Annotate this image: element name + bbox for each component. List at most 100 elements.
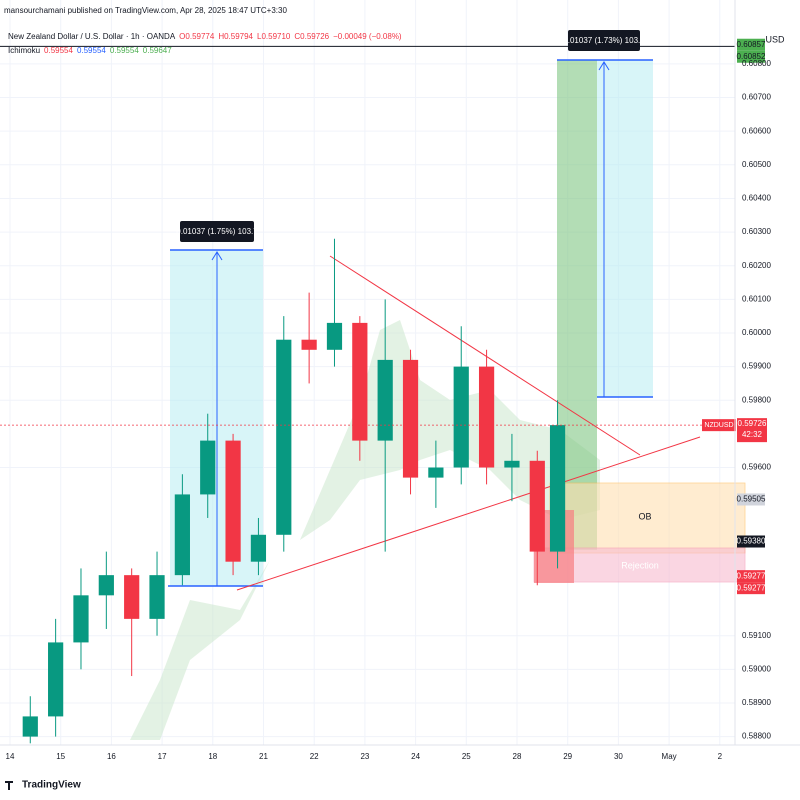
x-tick-label: 15 (56, 752, 65, 761)
candle-body (326, 322, 343, 350)
countdown: 42:32 (742, 430, 763, 439)
x-tick-label: 21 (259, 752, 268, 761)
y-tick-label: 0.60500 (742, 160, 771, 169)
indicator-value: 0.59554 (44, 46, 73, 55)
y-tick-label: 0.58900 (742, 698, 771, 707)
candle-body (504, 460, 520, 468)
order-block (549, 482, 746, 554)
candle-body (453, 366, 469, 468)
candle-body (22, 716, 38, 737)
symbol-title: New Zealand Dollar / U.S. Dollar · 1h · … (8, 32, 402, 41)
x-tick-label: 2 (718, 752, 723, 761)
candle-body (124, 575, 140, 619)
price-label-box (737, 535, 765, 548)
measure-label: 0.01037 (1.75%) 103.7 (176, 227, 258, 236)
trend-line (236, 436, 701, 591)
candle-body (174, 494, 190, 576)
y-tick-label: 0.59900 (742, 362, 771, 371)
ohlc-value: O0.59774 (179, 32, 215, 41)
price-label-box (737, 50, 765, 63)
candle-body (352, 322, 368, 441)
overlay: 0.59726 42:32 NZDUSD 0.60857 0.60852 0.59505 0… (0, 38, 767, 595)
candle-body (73, 595, 89, 643)
x-tick-label: 17 (158, 752, 167, 761)
measure-label-box (180, 221, 254, 242)
last-price-box (737, 418, 767, 443)
candle-body (276, 339, 292, 535)
measure-label: 0.01037 (1.73%) 103.7 (563, 36, 645, 45)
y-tick-label: 0.60700 (742, 93, 771, 102)
last-price-label: 0.59726 (738, 419, 767, 428)
price-label-box (737, 493, 765, 506)
price-label: 0.59277 (737, 583, 766, 592)
candle-body (225, 440, 241, 562)
candles (22, 238, 566, 744)
symbol-box (702, 419, 736, 432)
candle-body (428, 467, 444, 478)
ohlc-value: L0.59710 (257, 32, 291, 41)
ohlc-value: H0.59794 (218, 32, 253, 41)
price-label-box (737, 570, 765, 583)
price-label-box (737, 582, 765, 595)
indicator-value: 0.59647 (143, 46, 172, 55)
trend-line (329, 255, 641, 456)
candle-body (149, 575, 165, 619)
y-tick-label: 0.58800 (742, 732, 771, 741)
y-tick-label: 0.60100 (742, 294, 771, 303)
price-label: 0.59505 (737, 495, 766, 504)
x-tick-label: 25 (462, 752, 471, 761)
y-tick-label: 0.59000 (742, 664, 771, 673)
y-tick-label: 0.60300 (742, 227, 771, 236)
x-tick-label: 30 (614, 752, 623, 761)
candle-body (200, 440, 216, 495)
x-tick-label: 16 (107, 752, 116, 761)
y-tick-label: 0.60800 (742, 59, 771, 68)
publisher: mansourchamani published on TradingView.… (4, 6, 287, 15)
y-tick-label: 0.59800 (742, 395, 771, 404)
price-label: 0.59380 (737, 537, 766, 546)
price-label: 0.59277 (737, 571, 766, 580)
candle-body (250, 534, 267, 562)
price-label: 0.60857 (737, 40, 766, 49)
candle-body (549, 425, 566, 552)
x-tick-label: 22 (310, 752, 319, 761)
y-tick-label: 0.59600 (742, 463, 771, 472)
price-label: 0.60852 (737, 52, 766, 61)
indicator-value: 0.59554 (77, 46, 106, 55)
candle-body (377, 359, 393, 441)
indicator-name: Ichimoku 0.59554 0.59554 0.59554 0.59647 (8, 46, 172, 55)
y-tick-label: 0.60400 (742, 194, 771, 203)
currency: USD (765, 34, 785, 44)
candle-body (478, 366, 495, 468)
candle-body (98, 575, 114, 596)
candle-body (48, 642, 64, 717)
brand: TradingView (22, 780, 81, 791)
candle-body (301, 339, 317, 350)
price-label-box (737, 38, 765, 51)
ohlc-value: C0.59726 (294, 32, 329, 41)
order-block-label: OB (638, 511, 651, 521)
x-tick-label: May (662, 752, 677, 761)
y-tick-label: 0.59100 (742, 631, 771, 640)
y-tick-label: 0.60000 (742, 328, 771, 337)
measure-box (597, 60, 653, 397)
y-tick-label: 0.60200 (742, 261, 771, 270)
x-tick-label: 18 (208, 752, 217, 761)
arrow-head (598, 61, 610, 71)
measure-label-box (568, 30, 640, 51)
symbol-label: NZDUSD (704, 422, 733, 429)
arrow-head (211, 251, 223, 261)
indicator-value: 0.59554 (110, 46, 139, 55)
x-tick-label: 23 (360, 752, 369, 761)
candle-body (529, 460, 545, 552)
x-tick-label: 29 (563, 752, 572, 761)
y-tick-label: 0.60600 (742, 126, 771, 135)
ohlc-value: −0.00049 (−0.08%) (333, 32, 402, 41)
brand-logo (5, 781, 13, 790)
candle-body (402, 359, 419, 478)
rejection-label: Rejection (621, 560, 659, 570)
x-tick-label: 24 (411, 752, 420, 761)
x-tick-label: 14 (6, 752, 15, 761)
x-tick-label: 28 (513, 752, 522, 761)
